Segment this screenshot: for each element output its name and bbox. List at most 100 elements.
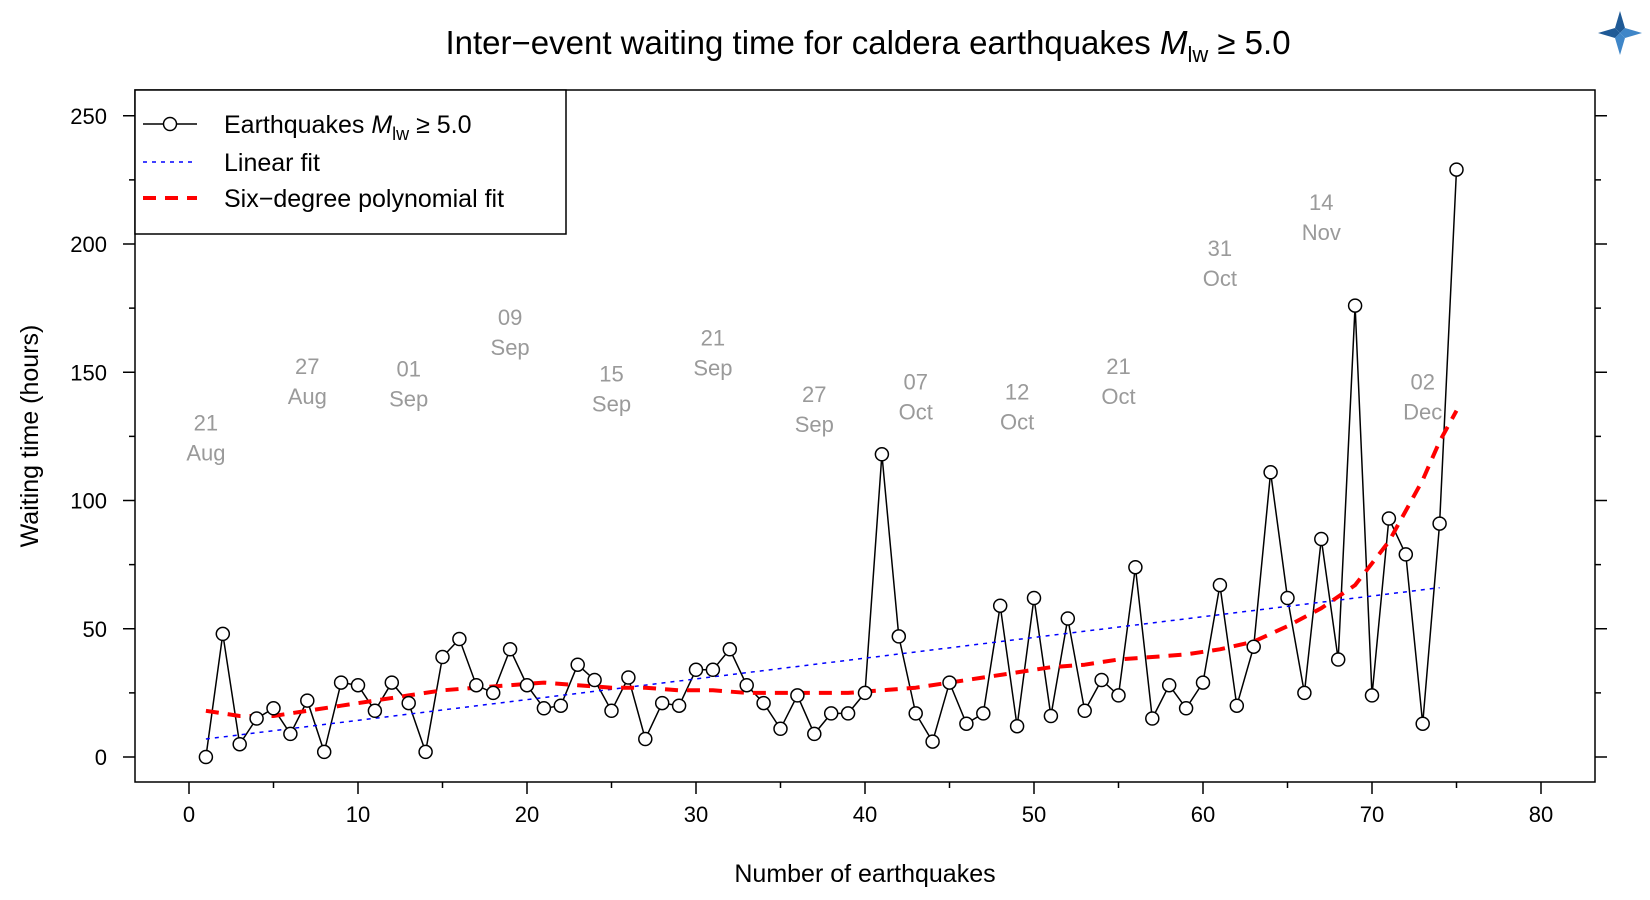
legend: Earthquakes Mlw ≥ 5.0 Linear fit Six−deg… [134,89,567,235]
data-point [1128,559,1143,575]
data-point [1077,703,1092,719]
date-annotation-month: Oct [1101,384,1135,409]
series-line-earthquakes [205,169,1458,758]
date-annotation-month: Sep [491,335,530,360]
data-point [942,675,957,690]
data-point [1347,298,1363,313]
legend-label-linear-fit: Linear fit [224,149,320,177]
date-annotation-day: 21 [194,410,218,435]
data-point [891,629,907,644]
data-point [1381,511,1397,526]
data-point [671,698,687,713]
data-point [469,677,484,693]
series-line-linear-fit [205,586,1440,740]
date-annotation-day: 21 [1106,354,1130,379]
data-point [452,631,467,647]
y-tick-label: 250 [70,104,107,129]
data-point [1009,718,1025,734]
x-tick-label: 30 [684,802,708,827]
data-point [1111,688,1126,703]
data-point [1246,639,1261,654]
data-point [300,693,315,708]
data-point [570,657,585,672]
date-annotation-month: Oct [1203,266,1237,291]
annotation-layer: 21 Aug 27 Aug 01 Sep 09 Sep 15 Sep 21 Sep 27 Sep 07 Oct… [186,190,1442,466]
data-point [840,706,856,721]
chart-title: Inter−event waiting time for caldera ear… [445,24,1290,67]
data-point [705,662,721,678]
date-annotation-month: Nov [1302,220,1341,245]
x-tick-label: 40 [853,802,877,827]
y-tick-label: 0 [95,745,107,770]
x-tick-label: 50 [1022,802,1046,827]
data-point [418,744,433,760]
data-point [823,706,839,721]
data-point [587,672,602,688]
legend-marker-earthquakes [162,116,178,132]
data-point [790,688,805,703]
data-point [976,706,991,721]
data-point [807,726,822,742]
data-point [1060,611,1076,626]
series-line-polynomial-fit [205,409,1459,718]
x-tick-label: 20 [515,802,539,827]
data-point [908,706,923,721]
data-point [1161,677,1177,693]
data-point [367,703,383,719]
date-annotation-day: 31 [1208,236,1232,261]
y-tick-label: 200 [70,232,107,257]
data-point [638,731,653,747]
data-point [232,736,247,752]
y-axis-label: Waiting time (hours) [16,325,44,548]
x-tick-label: 70 [1360,802,1384,827]
series-layer [198,162,1464,765]
data-point [1229,698,1245,713]
data-point [1415,716,1430,731]
data-point [283,726,298,742]
data-point [1280,590,1295,606]
data-point [502,642,518,657]
data-point [536,701,552,716]
data-point [773,721,788,737]
x-tick-label: 80 [1529,802,1553,827]
date-annotation-month: Dec [1403,399,1442,424]
data-point [1364,688,1380,703]
y-tick-label: 50 [83,617,107,642]
date-annotation-day: 27 [802,382,826,407]
data-point [1212,577,1228,593]
date-annotation-day: 07 [903,369,927,394]
data-point [1449,162,1464,177]
date-annotation-day: 02 [1410,369,1434,394]
date-annotation-month: Sep [592,392,631,417]
data-point [654,695,670,711]
data-point [992,598,1008,613]
data-point [198,749,214,765]
data-point [722,642,738,657]
data-point [925,734,940,749]
y-tick-label: 100 [70,489,107,514]
data-point [1195,675,1211,690]
corner-logo [1598,11,1642,55]
data-point [604,703,619,719]
data-point [1314,531,1329,547]
date-annotation-month: Sep [693,356,732,381]
date-annotation-month: Sep [795,412,834,437]
data-point [1330,652,1346,667]
date-annotation-day: 15 [599,362,623,387]
data-point [519,677,535,693]
date-annotation-day: 14 [1309,190,1333,215]
data-point [1043,708,1059,724]
data-point [959,716,974,731]
data-point [215,626,231,642]
date-annotation-month: Aug [288,384,327,409]
data-point [435,649,450,665]
data-point [384,675,400,690]
x-tick-label: 10 [346,802,370,827]
data-point [756,695,771,711]
date-annotation-day: 09 [498,305,522,330]
data-point [857,685,873,701]
x-tick-label: 0 [183,802,195,827]
data-point [553,698,569,713]
date-annotation-day: 21 [701,326,725,351]
